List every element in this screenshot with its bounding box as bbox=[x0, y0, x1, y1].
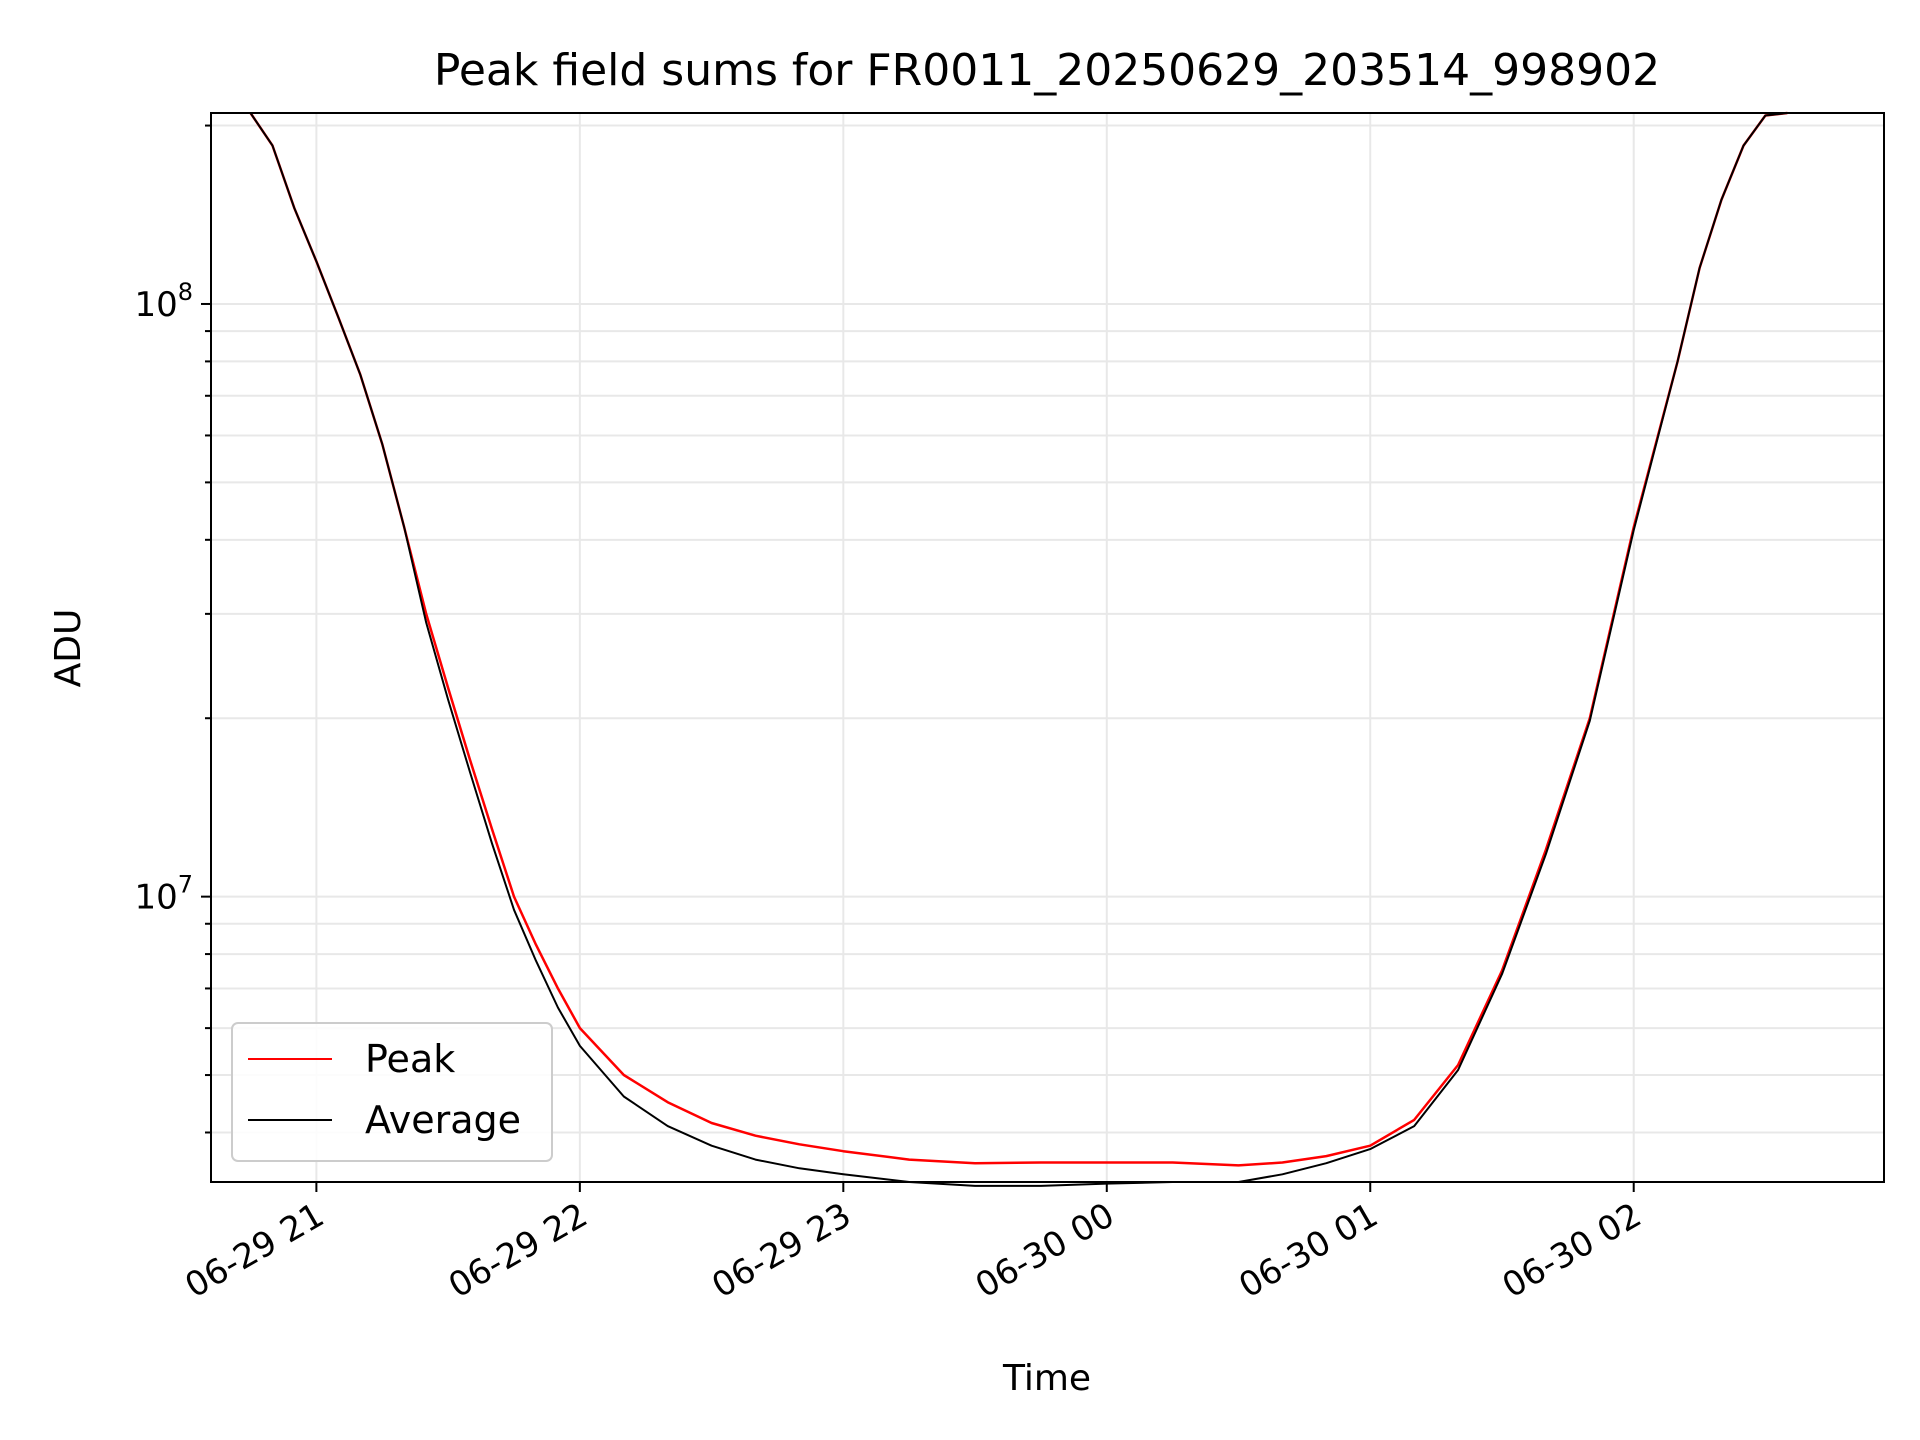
y-tick-label: 107 bbox=[134, 871, 193, 918]
series-line-average bbox=[249, 112, 1788, 1187]
x-axis-label: Time bbox=[1002, 1358, 1091, 1399]
legend: Peak Average bbox=[231, 1022, 553, 1162]
legend-label-average: Average bbox=[365, 1098, 521, 1142]
chart-title: Peak field sums for FR0011_20250629_2035… bbox=[434, 45, 1660, 96]
grid bbox=[211, 113, 1884, 1182]
legend-label-peak: Peak bbox=[365, 1037, 455, 1081]
plot-area: 06-29 21 06-29 22 06-29 23 06-30 00 06-30 01… bbox=[134, 111, 1885, 1306]
y-tick-label: 108 bbox=[134, 278, 193, 325]
y-axis-label: ADU bbox=[48, 609, 89, 688]
plot-frame bbox=[210, 112, 1885, 1183]
y-tick-exponent: 7 bbox=[178, 871, 193, 899]
y-tick-base: 10 bbox=[134, 285, 177, 325]
y-tick-exponent: 8 bbox=[178, 278, 193, 306]
series-lines bbox=[249, 111, 1788, 1187]
legend-box bbox=[231, 1022, 553, 1162]
y-tick-base: 10 bbox=[134, 878, 177, 918]
